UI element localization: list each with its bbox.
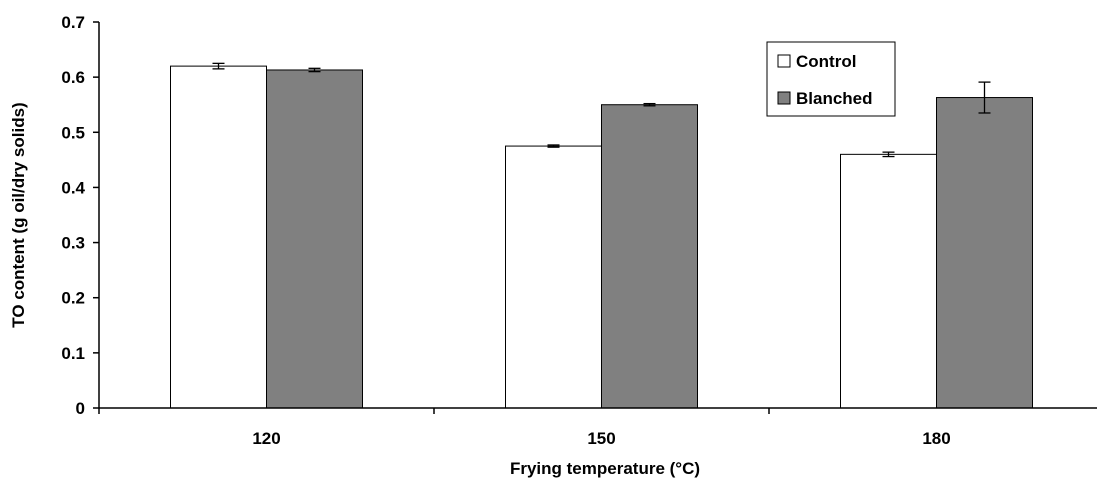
legend-swatch-blanched <box>777 91 791 105</box>
legend: Control Blanched <box>766 41 896 117</box>
y-tick-label: 0.3 <box>61 234 85 253</box>
legend-label-blanched: Blanched <box>796 89 873 108</box>
y-tick-label: 0 <box>76 399 85 418</box>
x-tick-label: 180 <box>922 429 950 448</box>
error-bars <box>212 62 991 158</box>
y-axis-title: TO content (g oil/dry solids) <box>9 102 28 327</box>
y-tick-label: 0.6 <box>61 68 85 87</box>
y-tick-label: 0.7 <box>61 13 85 32</box>
x-tick-label: 120 <box>252 429 280 448</box>
y-tick-label: 0.5 <box>61 123 85 142</box>
x-axis-title: Frying temperature (°C) <box>510 459 700 478</box>
x-axis-ticks: 120 150 180 <box>98 408 951 448</box>
x-tick-label: 150 <box>587 429 615 448</box>
y-tick-label: 0.4 <box>61 178 85 197</box>
y-tick-label: 0.2 <box>61 289 85 308</box>
y-axis-ticks: 0 0.1 0.2 0.3 0.4 0.5 0.6 0.7 <box>61 13 99 418</box>
bar-control <box>170 65 267 409</box>
legend-swatch-control <box>777 54 791 68</box>
bar-blanched <box>266 69 363 409</box>
bar-control <box>505 145 602 409</box>
y-tick-label: 0.1 <box>61 344 85 363</box>
bar-blanched <box>936 97 1033 409</box>
bars <box>170 65 1033 409</box>
legend-label-control: Control <box>796 52 856 71</box>
bar-control <box>840 153 937 409</box>
bar-blanched <box>601 104 698 409</box>
